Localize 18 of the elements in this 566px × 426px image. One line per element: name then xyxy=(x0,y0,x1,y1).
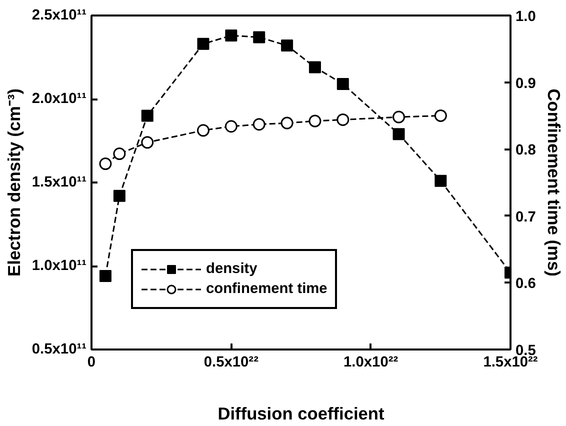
x-axis-title: Diffusion coefficient xyxy=(218,404,385,424)
y-tick-label: 0.5x10¹¹ xyxy=(32,342,87,358)
legend-label: confinement time xyxy=(206,281,328,297)
y-tick-label: 1.5x10¹¹ xyxy=(32,174,87,190)
x-tick-label: 0 xyxy=(87,354,96,370)
y-tick-label: 2.0x10¹¹ xyxy=(32,91,87,107)
y2-tick-label: 0.8 xyxy=(516,142,536,159)
y2-tick-label: 0.9 xyxy=(516,76,536,92)
x-tick-label: 0.5x10²² xyxy=(204,354,259,370)
legend-label: density xyxy=(206,261,258,277)
y2-axis-title: Confinement time (ms) xyxy=(544,88,564,276)
x-tick-label: 1.0x10²² xyxy=(344,354,398,370)
y-tick-label: 2.5x10¹¹ xyxy=(32,8,87,24)
y2-tick-label: 0.7 xyxy=(516,209,536,226)
y-axis-title: Electron density (cm⁻³) xyxy=(4,88,24,276)
y2-tick-label: 1.0 xyxy=(516,9,536,25)
y2-tick-label: 0.6 xyxy=(516,276,536,292)
y-tick-label: 1.0x10¹¹ xyxy=(32,258,87,274)
